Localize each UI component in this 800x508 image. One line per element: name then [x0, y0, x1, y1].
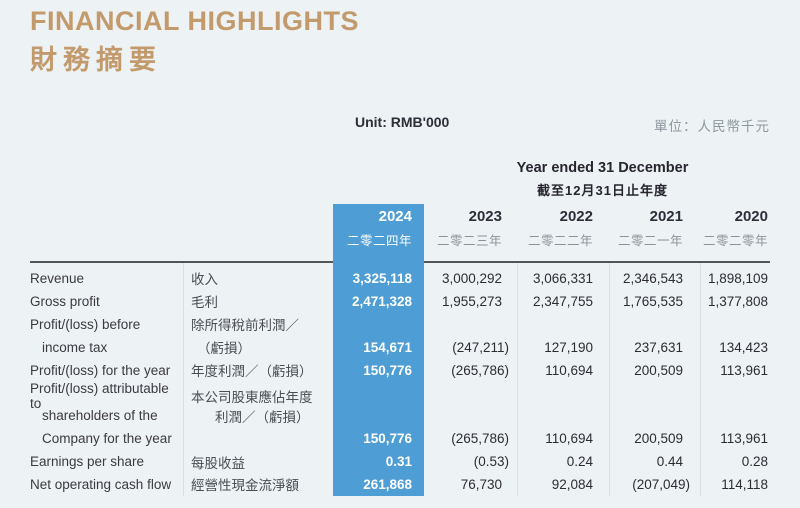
header-rule-left — [30, 261, 333, 263]
period-header-en: Year ended 31 December — [516, 160, 689, 176]
col-header-year-zh: 二零二二年 — [527, 234, 593, 248]
col-header-year: 2024 — [378, 208, 412, 225]
cell-value: 114,118 — [721, 476, 768, 492]
cell-value: 134,423 — [719, 339, 768, 355]
row-label-en: Profit/(loss) for the year — [30, 362, 171, 378]
cell-value: 0.28 — [741, 454, 768, 470]
col-header-year: 2021 — [649, 208, 683, 225]
row-label-en: Profit/(loss) before — [30, 316, 141, 332]
cell-value: 113,961 — [720, 362, 768, 378]
col-header-2022: 2022 二零二二年 — [517, 208, 609, 249]
page-title-zh: 財務摘要 — [30, 45, 162, 75]
cell-value: (247,211) — [452, 339, 509, 355]
cell-value: 1,955,273 — [441, 293, 502, 309]
column-separator — [609, 263, 610, 496]
cell-value: 0.24 — [566, 454, 593, 470]
cell-value: 0.31 — [385, 454, 412, 470]
table-row: Net operating cash flow 經營性現金流淨額 261,868 76… — [30, 473, 770, 496]
cell-value: 237,631 — [634, 339, 683, 355]
cell-value: 110,694 — [545, 431, 593, 447]
cell-value: 1,765,535 — [622, 293, 683, 309]
cell-value: 1,377,808 — [707, 293, 768, 309]
cell-value: (0.53) — [473, 454, 509, 470]
cell-value: 2,347,755 — [532, 293, 593, 309]
table-body: Revenue 收入 3,325,118 3,000,292 3,066,331 2,34… — [30, 267, 770, 496]
row-label-zh: 收入 — [191, 272, 218, 288]
cell-value: 2,471,328 — [351, 293, 412, 309]
col-header-2020: 2020 二零二零年 — [700, 208, 770, 249]
col-header-year-zh: 二零二一年 — [617, 234, 683, 248]
row-label-zh: （虧損） — [197, 341, 251, 357]
cell-value: (207,049) — [632, 476, 690, 492]
table-row: Company for the year 150,776 (265,786) 110,… — [30, 427, 770, 450]
col-header-2023: 2023 二零二三年 — [424, 208, 517, 249]
col-header-year: 2023 — [468, 208, 502, 225]
cell-value: 113,961 — [720, 431, 768, 447]
row-label-en: Gross profit — [30, 293, 100, 309]
cell-value: 127,190 — [544, 339, 593, 355]
row-label-en: Company for the year — [42, 431, 172, 447]
col-header-2021: 2021 二零二一年 — [609, 208, 700, 249]
table-row: Gross profit 毛利 2,471,328 1,955,273 2,347,75… — [30, 290, 770, 313]
table-row: income tax （虧損） 154,671 (247,211) 127,190 237… — [30, 336, 770, 359]
column-separator — [183, 263, 184, 496]
cell-value: 200,509 — [634, 362, 683, 378]
row-label-zh: 經營性現金流淨額 — [191, 478, 299, 494]
table-row: shareholders of the 利潤／（虧損） — [30, 404, 770, 427]
table-row: Profit/(loss) for the year 年度利潤／（虧損） 150,7… — [30, 359, 770, 382]
col-header-year: 2022 — [559, 208, 593, 225]
cell-value: 76,730 — [460, 476, 502, 492]
unit-label-en: Unit: RMB'000 — [355, 114, 450, 130]
column-headers: 2024 二零二四年 2023 二零二三年 2022 二零二二年 2021 二零二一年 2020… — [30, 208, 770, 249]
cell-value: 110,694 — [545, 362, 593, 378]
column-separator — [517, 263, 518, 496]
table-row: Profit/(loss) before 除所得稅前利潤／ — [30, 313, 770, 336]
cell-value: (265,786) — [451, 362, 509, 378]
unit-label-zh: 單位：人民幣千元 — [654, 119, 770, 134]
row-label-en: Net operating cash flow — [30, 476, 172, 492]
cell-value: 200,509 — [634, 431, 683, 447]
cell-value: 92,084 — [551, 476, 593, 492]
header-rule-right — [424, 261, 770, 263]
col-header-year-zh: 二零二四年 — [346, 234, 412, 248]
cell-value: 150,776 — [363, 362, 412, 378]
col-header-year: 2020 — [734, 208, 768, 225]
row-label-en: Revenue — [30, 270, 85, 286]
page-title: FINANCIAL HIGHLIGHTS — [30, 6, 359, 36]
row-label-zh: 除所得稅前利潤／ — [191, 318, 299, 334]
cell-value: 261,868 — [363, 476, 412, 492]
cell-value: 2,346,543 — [622, 270, 683, 286]
row-label-zh: 每股收益 — [191, 455, 245, 471]
period-header: Year ended 31 December 截至12月31日止年度 — [430, 160, 775, 199]
row-label-en: Earnings per share — [30, 454, 145, 470]
row-label-en: income tax — [42, 339, 108, 355]
table-row: Profit/(loss) attributable to 本公司股東應佔年度 — [30, 381, 770, 411]
cell-value: 3,000,292 — [441, 270, 502, 286]
col-header-year-zh: 二零二三年 — [436, 234, 502, 248]
highlight-2024-column — [333, 204, 424, 496]
cell-value: 0.44 — [656, 454, 683, 470]
period-header-zh: 截至12月31日止年度 — [537, 183, 668, 198]
column-separator — [700, 263, 701, 496]
cell-value: 154,671 — [363, 339, 412, 355]
row-label-zh: 本公司股東應佔年度 — [191, 390, 313, 406]
table-row: Revenue 收入 3,325,118 3,000,292 3,066,331 2,34… — [30, 267, 770, 290]
col-header-2024: 2024 二零二四年 — [333, 208, 424, 249]
row-label-zh: 毛利 — [191, 295, 218, 311]
row-label-en: shareholders of the — [42, 408, 158, 424]
col-header-year-zh: 二零二零年 — [702, 234, 768, 248]
table-row: Earnings per share 每股收益 0.31 (0.53) 0.24 0.44… — [30, 450, 770, 473]
cell-value: 3,325,118 — [352, 270, 412, 286]
cell-value: 150,776 — [363, 431, 412, 447]
cell-value: 3,066,331 — [532, 270, 593, 286]
cell-value: 1,898,109 — [707, 270, 768, 286]
cell-value: (265,786) — [451, 431, 509, 447]
row-label-zh: 利潤／（虧損） — [215, 409, 310, 425]
row-label-zh: 年度利潤／（虧損） — [191, 364, 313, 379]
row-label-en: Profit/(loss) attributable to — [30, 381, 169, 412]
